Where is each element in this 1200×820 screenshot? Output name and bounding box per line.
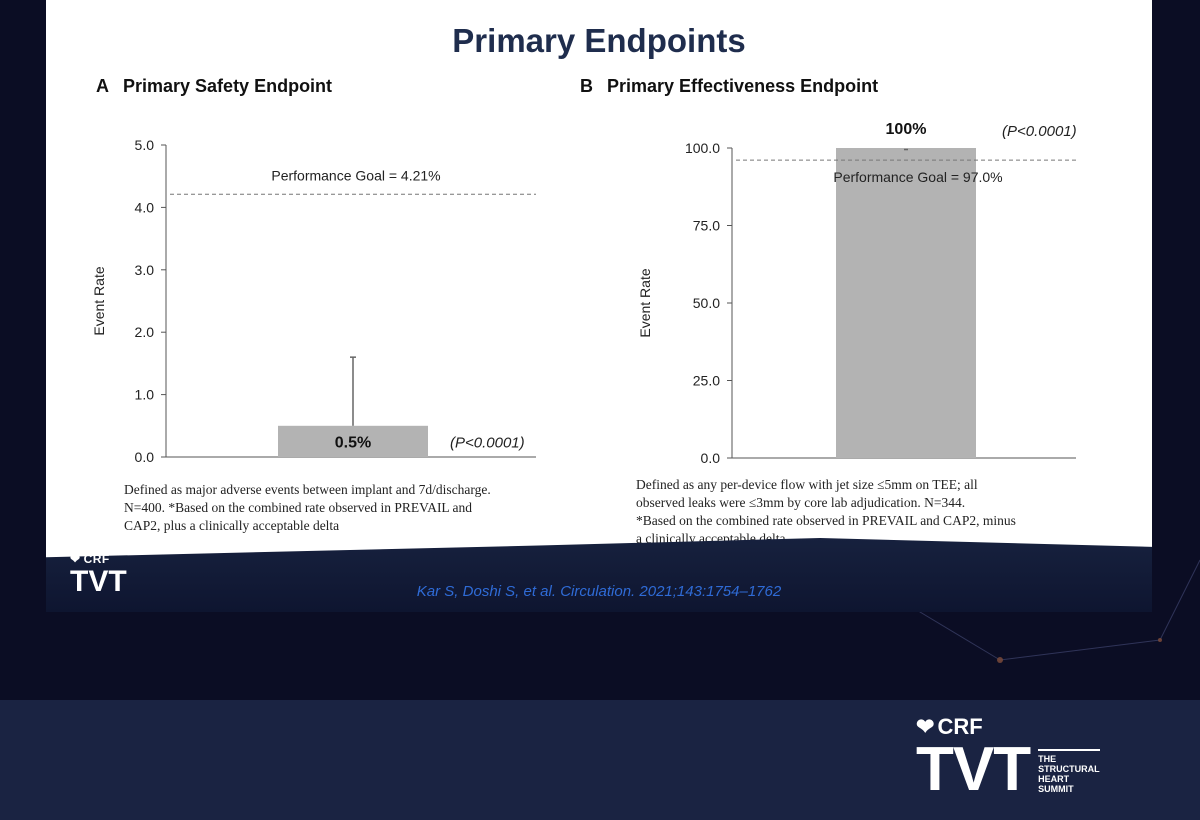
tagline-line: THE: [1038, 754, 1057, 764]
crf-tvt-logo-large: ❤ CRF TVT THE STRUCTURAL HEART SUMMIT: [916, 714, 1100, 804]
panel-a-title: A Primary Safety Endpoint: [96, 76, 332, 97]
slide-footer: [46, 538, 1152, 612]
heart-icon: ❤: [916, 714, 935, 739]
large-tvt-text: TVT: [916, 735, 1031, 804]
bottom-band: [0, 700, 1200, 820]
effectiveness-footnote-line: observed leaks were ≤3mm by core lab adj…: [636, 495, 966, 510]
crf-tvt-logo-small: ❤ CRF TVT: [70, 552, 127, 598]
panel-b-letter: B: [580, 76, 593, 96]
slide-title: Primary Endpoints: [452, 22, 746, 59]
effectiveness-p-value: (P<0.0001): [1002, 123, 1077, 140]
effectiveness-tick-label: 100.0: [685, 140, 720, 156]
safety-footnote: Defined as major adverse events between …: [124, 481, 594, 535]
effectiveness-footnote-line: Defined as any per-device flow with jet …: [636, 477, 978, 492]
citation: Kar S, Doshi S, et al. Circulation. 2021…: [416, 583, 782, 600]
summit-tagline: THE STRUCTURAL HEART SUMMIT: [1038, 749, 1100, 794]
effectiveness-tick-label: 0.0: [701, 450, 721, 466]
safety-tick-label: 4.0: [135, 199, 155, 215]
effectiveness-value-label: 100%: [886, 121, 927, 138]
safety-tick-label: 5.0: [135, 137, 155, 153]
panel-b-title: B Primary Effectiveness Endpoint: [580, 76, 878, 97]
safety-y-axis-label: Event Rate: [91, 266, 107, 335]
safety-footnote-line: N=400. *Based on the combined rate obser…: [124, 500, 473, 515]
safety-footnote-line: CAP2, plus a clinically acceptable delta: [124, 518, 340, 533]
safety-tick-label: 2.0: [135, 324, 155, 340]
slide: Primary Endpoints A Primary Safety Endpoi…: [46, 0, 1152, 612]
safety-tick-label: 0.0: [135, 449, 155, 465]
safety-goal-label: Performance Goal = 4.21%: [271, 167, 440, 183]
tagline-line: STRUCTURAL: [1038, 764, 1100, 774]
safety-value-label: 0.5%: [335, 434, 371, 451]
safety-bar: [278, 425, 428, 457]
tagline-line: SUMMIT: [1038, 784, 1074, 794]
effectiveness-goal-label: Performance Goal = 97.0%: [833, 169, 1002, 185]
effectiveness-endpoint-chart: 0.0 25.0 50.0 75.0 100.0 Event Rate 100% (P<0.0…: [637, 121, 1077, 466]
effectiveness-y-axis-label: Event Rate: [637, 268, 653, 337]
safety-footnote-line: Defined as major adverse events between …: [124, 482, 491, 497]
effectiveness-tick-label: 25.0: [693, 373, 720, 389]
large-crf-text: CRF: [937, 714, 983, 739]
safety-p-value: (P<0.0001): [450, 434, 525, 451]
safety-tick-label: 3.0: [135, 262, 155, 278]
effectiveness-footnote-line: *Based on the combined rate observed in …: [636, 513, 1016, 528]
panel-b-title-text: Primary Effectiveness Endpoint: [607, 76, 879, 96]
effectiveness-tick-label: 75.0: [693, 218, 720, 234]
effectiveness-tick-label: 50.0: [693, 295, 720, 311]
tagline-line: HEART: [1038, 774, 1070, 784]
effectiveness-footnote: Defined as any per-device flow with jet …: [636, 476, 1126, 548]
small-crf-text: CRF: [83, 552, 110, 566]
heart-icon: ❤: [70, 552, 81, 566]
safety-tick-label: 1.0: [135, 387, 155, 403]
safety-endpoint-chart: 0.0 1.0 2.0 3.0 4.0 5.0 Event Rate 0.5% (P<0.000…: [91, 137, 536, 465]
panel-a-letter: A: [96, 76, 109, 96]
small-tvt-text: TVT: [70, 565, 127, 598]
effectiveness-bar: [836, 148, 976, 458]
panel-a-title-text: Primary Safety Endpoint: [123, 76, 333, 96]
